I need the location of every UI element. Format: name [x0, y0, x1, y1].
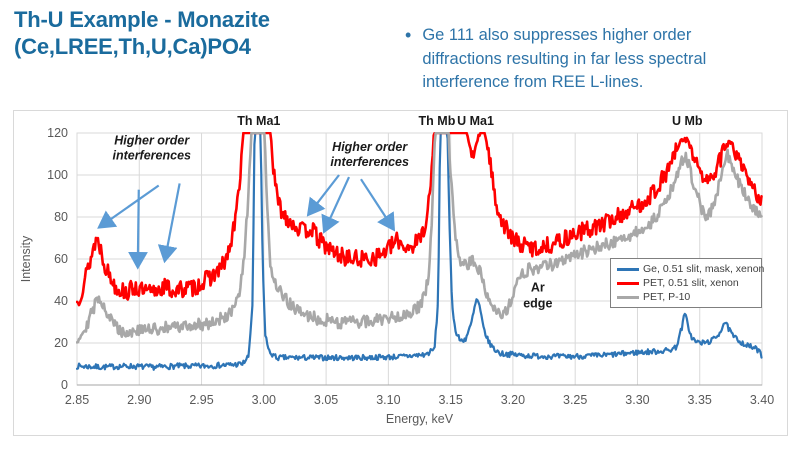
slide-title-line1: Th-U Example - Monazite: [14, 7, 270, 32]
y-tick-label: 20: [54, 336, 68, 350]
interference-arrow: [321, 176, 351, 234]
x-tick-label: 3.35: [688, 393, 712, 407]
peak-label: Th Mb: [419, 114, 456, 128]
x-tick-label: 3.15: [438, 393, 462, 407]
legend-line-sample: [617, 267, 639, 271]
legend-item-1[interactable]: Ge, 0.51 slit, mask, xenon: [617, 262, 764, 276]
y-tick-label: 120: [47, 126, 68, 140]
x-tick-label: 3.25: [563, 393, 587, 407]
legend-label: PET, 0.51 slit, xenon: [643, 277, 739, 289]
ar-edge-label: Ar edge: [523, 281, 552, 311]
y-tick-label: 40: [54, 294, 68, 308]
bullet-item: • Ge 111 also suppresses higher order di…: [405, 24, 765, 95]
bullet-text: Ge 111 also suppresses higher order diff…: [422, 26, 707, 91]
series-layer: [76, 132, 763, 371]
series-line-3: [76, 132, 763, 344]
annotation-layer: Th Ma1 Th Mb U Ma1 U Mb Higher order interfer…: [97, 114, 703, 311]
legend-label: Ge, 0.51 slit, mask, xenon: [643, 263, 765, 275]
y-tick-label: 100: [47, 168, 68, 182]
x-axis-title: Energy, keV: [386, 412, 454, 426]
peak-label: Th Ma1: [237, 114, 280, 128]
legend-label: PET, P-10: [643, 291, 691, 303]
series-line-1: [76, 132, 763, 371]
x-tick-label: 2.90: [127, 393, 151, 407]
bullet-marker: •: [405, 25, 412, 45]
higher-order-label: Higher order interferences: [112, 134, 191, 163]
y-axis-title: Intensity: [19, 235, 33, 282]
slide-title: Th-U Example - Monazite (Ce,LREE,Th,U,Ca…: [14, 6, 384, 60]
x-tick-label: 3.10: [376, 393, 400, 407]
interference-arrow: [128, 189, 148, 270]
interference-arrow: [97, 184, 160, 229]
interference-arrow: [306, 174, 340, 217]
peak-label: U Mb: [672, 114, 703, 128]
peak-label: U Ma1: [457, 114, 494, 128]
legend-line-sample: [617, 281, 639, 285]
chart-legend[interactable]: Ge, 0.51 slit, mask, xenon PET, 0.51 slit…: [610, 258, 764, 308]
axis-layer: 0 20 40 60 80 100 120 2.85 2.90 2.95 3.00 3.05 3.10 3…: [19, 126, 774, 426]
legend-item-2[interactable]: PET, 0.51 slit, xenon: [617, 276, 755, 290]
x-tick-label: 3.00: [252, 393, 276, 407]
legend-item-3[interactable]: PET, P-10: [617, 290, 755, 304]
x-tick-label: 2.95: [189, 393, 213, 407]
higher-order-label: Higher order interferences: [330, 140, 409, 169]
y-tick-label: 0: [61, 378, 68, 392]
y-tick-label: 60: [54, 252, 68, 266]
slide-title-line2: (Ce,LREE,Th,U,Ca)PO4: [14, 34, 251, 59]
x-tick-label: 3.30: [625, 393, 649, 407]
x-tick-label: 3.20: [501, 393, 525, 407]
interference-arrow: [360, 178, 396, 232]
series-line-2: [76, 132, 763, 307]
x-tick-label: 3.40: [750, 393, 774, 407]
legend-line-sample: [617, 295, 639, 299]
x-tick-label: 3.05: [314, 393, 338, 407]
x-tick-label: 2.85: [65, 393, 89, 407]
interference-arrow: [157, 183, 181, 264]
y-tick-label: 80: [54, 210, 68, 224]
